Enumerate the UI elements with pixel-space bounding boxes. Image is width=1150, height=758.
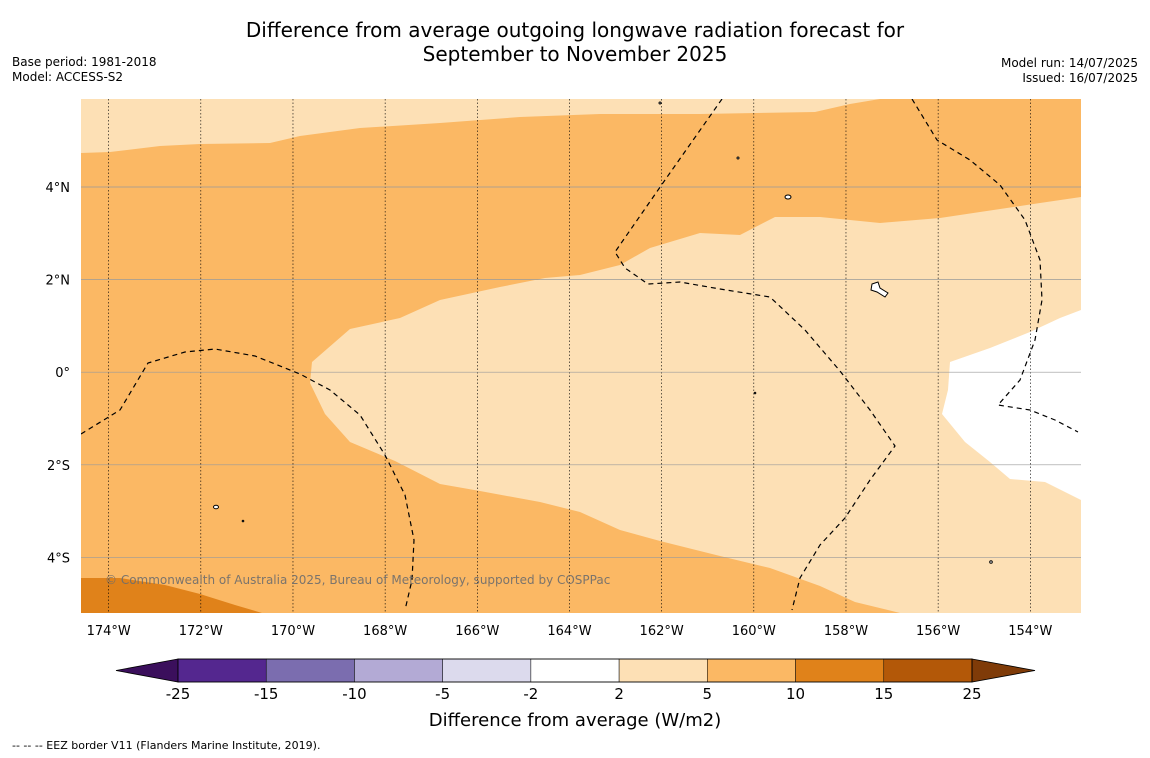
title-line-2: September to November 2025 <box>422 42 728 66</box>
eez-footnote: -- -- -- EEZ border V11 (Flanders Marine… <box>12 739 321 752</box>
colorbar-cell <box>530 658 620 683</box>
colorbar-high-extension <box>971 658 1036 683</box>
island-marker <box>784 194 792 200</box>
latitude-tick-label: 0° <box>55 366 70 381</box>
colorbar-cell <box>883 658 973 683</box>
island-marker <box>870 281 889 298</box>
base-period: Base period: 1981-2018 <box>12 55 157 69</box>
issued-date: Issued: 16/07/2025 <box>1022 71 1138 85</box>
colorbar-tick-label: -2 <box>523 685 538 703</box>
colorbar-cell <box>354 658 443 683</box>
colorbar-tick-label: 25 <box>962 685 981 703</box>
anomaly-2-5-north-region <box>81 99 1081 153</box>
eez-border-central <box>614 99 896 611</box>
latitude-tick-label: 4°S <box>47 551 70 566</box>
colorbar-cell <box>442 658 532 683</box>
copyright-notice: © Commonwealth of Australia 2025, Bureau… <box>105 573 610 587</box>
colorbar-cell <box>707 658 796 683</box>
map-panel: © Commonwealth of Australia 2025, Bureau… <box>81 99 1081 613</box>
longitude-tick-label: 174°W <box>87 624 131 639</box>
island-marker <box>753 391 757 395</box>
island-marker <box>989 560 993 564</box>
colorbar: -25 -15 -10 -5 -2 2 5 10 15 25 Difference from av… <box>115 658 1036 731</box>
colorbar-cell <box>177 658 267 683</box>
colorbar-tick-label: -10 <box>342 685 367 703</box>
colorbar-cell <box>265 658 355 683</box>
longitude-tick-label: 164°W <box>547 624 591 639</box>
longitude-gridlines <box>108 99 1031 613</box>
colorbar-tick-labels: -25 -15 -10 -5 -2 2 5 10 15 25 <box>166 685 982 703</box>
colorbar-title: Difference from average (W/m2) <box>429 710 721 731</box>
longitude-tick-label: 160°W <box>732 624 776 639</box>
anomaly-2-5-central-region <box>310 197 1081 613</box>
longitude-tick-label: 166°W <box>455 624 499 639</box>
longitude-axis-labels: 174°W 172°W 170°W 168°W 166°W 164°W 162°W 160°W… <box>87 624 1053 639</box>
longitude-tick-label: 168°W <box>363 624 407 639</box>
map-title: Difference from average outgoing longwav… <box>0 18 1150 66</box>
colorbar-tick-label: -15 <box>254 685 279 703</box>
island-marker <box>658 101 662 105</box>
eez-borders <box>81 99 1079 611</box>
model-info: Base period: 1981-2018 Model: ACCESS-S2 <box>12 55 157 85</box>
latitude-tick-label: 2°S <box>47 459 70 474</box>
colorbar-tick-label: 2 <box>614 685 624 703</box>
longitude-tick-label: 162°W <box>640 624 684 639</box>
colorbar-low-extension <box>115 658 179 683</box>
colorbar-outline <box>177 658 973 683</box>
longitude-tick-label: 154°W <box>1008 624 1052 639</box>
longitude-tick-label: 158°W <box>824 624 868 639</box>
colorbar-cells <box>177 658 973 683</box>
island-marker <box>213 504 219 510</box>
latitude-gridlines <box>81 186 1081 558</box>
island-marker <box>736 156 740 160</box>
colorbar-cell <box>795 658 885 683</box>
islands <box>213 101 993 564</box>
colorbar-tick-label: 5 <box>703 685 713 703</box>
colorbar-tick-label: 15 <box>874 685 893 703</box>
anomaly-10-15-region <box>81 578 262 613</box>
model-run: Model run: 14/07/2025 <box>1000 56 1138 70</box>
colorbar-tick-label: 10 <box>786 685 805 703</box>
latitude-tick-label: 4°N <box>46 181 71 196</box>
colorbar-tick-label: -5 <box>435 685 450 703</box>
run-info: Model run: 14/07/2025 Issued: 16/07/2025 <box>1001 56 1138 86</box>
anomaly-neutral-region <box>942 310 1081 500</box>
model-name: Model: ACCESS-S2 <box>12 70 124 84</box>
eez-border-east <box>911 99 1079 433</box>
title-line-1: Difference from average outgoing longwav… <box>245 18 905 42</box>
longitude-tick-label: 156°W <box>916 624 960 639</box>
colorbar-tick-label: -25 <box>166 685 191 703</box>
latitude-axis-labels: 4°N 2°N 0° 2°S 4°S <box>46 181 71 566</box>
island-marker <box>241 519 245 523</box>
eez-border-west <box>81 348 415 611</box>
longitude-tick-label: 172°W <box>179 624 223 639</box>
longitude-tick-label: 170°W <box>271 624 315 639</box>
colorbar-cell <box>618 658 708 683</box>
latitude-tick-label: 2°N <box>46 274 71 289</box>
